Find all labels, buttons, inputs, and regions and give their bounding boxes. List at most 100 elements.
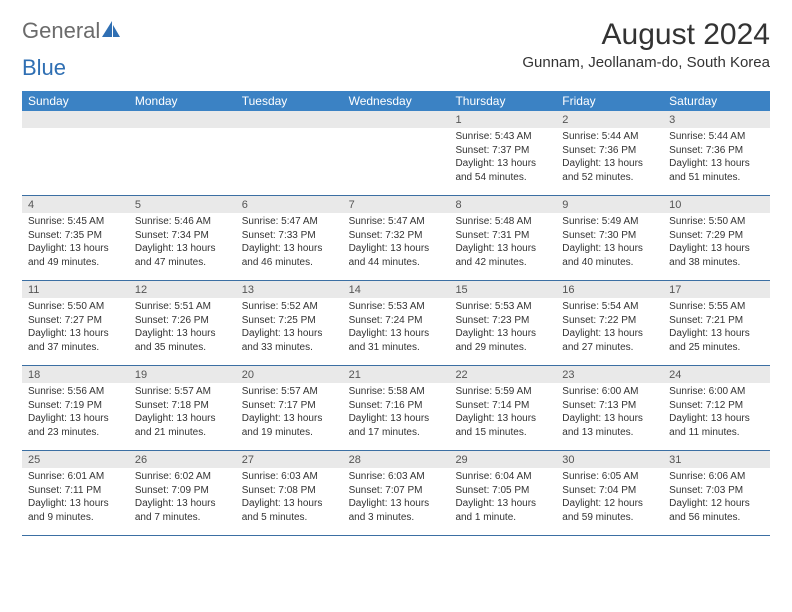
sunrise-text: Sunrise: 5:50 AM <box>28 300 123 314</box>
day-body: Sunrise: 5:43 AMSunset: 7:37 PMDaylight:… <box>449 128 556 188</box>
day-body: Sunrise: 6:05 AMSunset: 7:04 PMDaylight:… <box>556 468 663 528</box>
day-cell: 12Sunrise: 5:51 AMSunset: 7:26 PMDayligh… <box>129 281 236 365</box>
day-number <box>22 111 129 128</box>
day-number: 9 <box>556 196 663 213</box>
sunrise-text: Sunrise: 5:57 AM <box>135 385 230 399</box>
weekday-header: Saturday <box>663 91 770 111</box>
day-cell: 23Sunrise: 6:00 AMSunset: 7:13 PMDayligh… <box>556 366 663 450</box>
day-cell: 25Sunrise: 6:01 AMSunset: 7:11 PMDayligh… <box>22 451 129 535</box>
sunrise-text: Sunrise: 5:58 AM <box>349 385 444 399</box>
day-cell: 28Sunrise: 6:03 AMSunset: 7:07 PMDayligh… <box>343 451 450 535</box>
day-number: 15 <box>449 281 556 298</box>
day-number: 23 <box>556 366 663 383</box>
day-number: 2 <box>556 111 663 128</box>
day-cell: 31Sunrise: 6:06 AMSunset: 7:03 PMDayligh… <box>663 451 770 535</box>
day-cell: 4Sunrise: 5:45 AMSunset: 7:35 PMDaylight… <box>22 196 129 280</box>
daylight-text: Daylight: 13 hours and 7 minutes. <box>135 497 230 524</box>
day-number: 5 <box>129 196 236 213</box>
sunset-text: Sunset: 7:13 PM <box>562 399 657 413</box>
sunset-text: Sunset: 7:26 PM <box>135 314 230 328</box>
sunset-text: Sunset: 7:32 PM <box>349 229 444 243</box>
sunrise-text: Sunrise: 5:45 AM <box>28 215 123 229</box>
day-number: 12 <box>129 281 236 298</box>
day-cell: 15Sunrise: 5:53 AMSunset: 7:23 PMDayligh… <box>449 281 556 365</box>
day-cell: 17Sunrise: 5:55 AMSunset: 7:21 PMDayligh… <box>663 281 770 365</box>
day-body: Sunrise: 5:55 AMSunset: 7:21 PMDaylight:… <box>663 298 770 358</box>
sunrise-text: Sunrise: 5:46 AM <box>135 215 230 229</box>
sunrise-text: Sunrise: 6:00 AM <box>562 385 657 399</box>
day-number: 31 <box>663 451 770 468</box>
day-number: 6 <box>236 196 343 213</box>
day-body: Sunrise: 5:45 AMSunset: 7:35 PMDaylight:… <box>22 213 129 273</box>
day-cell: 30Sunrise: 6:05 AMSunset: 7:04 PMDayligh… <box>556 451 663 535</box>
sunset-text: Sunset: 7:08 PM <box>242 484 337 498</box>
day-number: 30 <box>556 451 663 468</box>
day-cell: 21Sunrise: 5:58 AMSunset: 7:16 PMDayligh… <box>343 366 450 450</box>
calendar: Sunday Monday Tuesday Wednesday Thursday… <box>22 91 770 536</box>
logo-sail-icon <box>100 19 122 44</box>
sunrise-text: Sunrise: 6:03 AM <box>349 470 444 484</box>
day-cell: 8Sunrise: 5:48 AMSunset: 7:31 PMDaylight… <box>449 196 556 280</box>
daylight-text: Daylight: 12 hours and 56 minutes. <box>669 497 764 524</box>
day-body <box>236 128 343 134</box>
day-body: Sunrise: 5:53 AMSunset: 7:23 PMDaylight:… <box>449 298 556 358</box>
day-body: Sunrise: 6:06 AMSunset: 7:03 PMDaylight:… <box>663 468 770 528</box>
daylight-text: Daylight: 13 hours and 46 minutes. <box>242 242 337 269</box>
day-body: Sunrise: 5:50 AMSunset: 7:27 PMDaylight:… <box>22 298 129 358</box>
sunset-text: Sunset: 7:11 PM <box>28 484 123 498</box>
day-number: 25 <box>22 451 129 468</box>
day-body: Sunrise: 5:52 AMSunset: 7:25 PMDaylight:… <box>236 298 343 358</box>
sunset-text: Sunset: 7:19 PM <box>28 399 123 413</box>
weekday-header-row: Sunday Monday Tuesday Wednesday Thursday… <box>22 91 770 111</box>
weekday-header: Thursday <box>449 91 556 111</box>
day-cell: 6Sunrise: 5:47 AMSunset: 7:33 PMDaylight… <box>236 196 343 280</box>
daylight-text: Daylight: 13 hours and 31 minutes. <box>349 327 444 354</box>
day-number: 18 <box>22 366 129 383</box>
day-number <box>343 111 450 128</box>
sunset-text: Sunset: 7:07 PM <box>349 484 444 498</box>
daylight-text: Daylight: 13 hours and 44 minutes. <box>349 242 444 269</box>
weekday-header: Monday <box>129 91 236 111</box>
day-cell: 5Sunrise: 5:46 AMSunset: 7:34 PMDaylight… <box>129 196 236 280</box>
day-number <box>236 111 343 128</box>
title-block: August 2024 Gunnam, Jeollanam-do, South … <box>522 18 770 71</box>
day-body: Sunrise: 5:48 AMSunset: 7:31 PMDaylight:… <box>449 213 556 273</box>
sunset-text: Sunset: 7:31 PM <box>455 229 550 243</box>
weeks-container: 1Sunrise: 5:43 AMSunset: 7:37 PMDaylight… <box>22 111 770 536</box>
day-cell: 19Sunrise: 5:57 AMSunset: 7:18 PMDayligh… <box>129 366 236 450</box>
day-cell: 2Sunrise: 5:44 AMSunset: 7:36 PMDaylight… <box>556 111 663 195</box>
day-cell: 9Sunrise: 5:49 AMSunset: 7:30 PMDaylight… <box>556 196 663 280</box>
weekday-header: Sunday <box>22 91 129 111</box>
day-number: 10 <box>663 196 770 213</box>
day-body: Sunrise: 5:56 AMSunset: 7:19 PMDaylight:… <box>22 383 129 443</box>
day-cell: 3Sunrise: 5:44 AMSunset: 7:36 PMDaylight… <box>663 111 770 195</box>
sunrise-text: Sunrise: 5:47 AM <box>349 215 444 229</box>
day-body: Sunrise: 5:51 AMSunset: 7:26 PMDaylight:… <box>129 298 236 358</box>
day-cell: 18Sunrise: 5:56 AMSunset: 7:19 PMDayligh… <box>22 366 129 450</box>
sunrise-text: Sunrise: 5:43 AM <box>455 130 550 144</box>
day-body: Sunrise: 5:49 AMSunset: 7:30 PMDaylight:… <box>556 213 663 273</box>
day-number: 17 <box>663 281 770 298</box>
daylight-text: Daylight: 12 hours and 59 minutes. <box>562 497 657 524</box>
day-body: Sunrise: 6:00 AMSunset: 7:13 PMDaylight:… <box>556 383 663 443</box>
day-cell <box>343 111 450 195</box>
sunset-text: Sunset: 7:30 PM <box>562 229 657 243</box>
sunset-text: Sunset: 7:36 PM <box>562 144 657 158</box>
sunset-text: Sunset: 7:36 PM <box>669 144 764 158</box>
day-body: Sunrise: 5:46 AMSunset: 7:34 PMDaylight:… <box>129 213 236 273</box>
sunset-text: Sunset: 7:24 PM <box>349 314 444 328</box>
daylight-text: Daylight: 13 hours and 27 minutes. <box>562 327 657 354</box>
sunset-text: Sunset: 7:35 PM <box>28 229 123 243</box>
day-number: 28 <box>343 451 450 468</box>
sunrise-text: Sunrise: 6:06 AM <box>669 470 764 484</box>
day-cell: 13Sunrise: 5:52 AMSunset: 7:25 PMDayligh… <box>236 281 343 365</box>
logo-text-blue: Blue <box>22 55 66 81</box>
day-cell: 29Sunrise: 6:04 AMSunset: 7:05 PMDayligh… <box>449 451 556 535</box>
sunset-text: Sunset: 7:17 PM <box>242 399 337 413</box>
daylight-text: Daylight: 13 hours and 42 minutes. <box>455 242 550 269</box>
day-body: Sunrise: 5:44 AMSunset: 7:36 PMDaylight:… <box>556 128 663 188</box>
sunset-text: Sunset: 7:04 PM <box>562 484 657 498</box>
sunrise-text: Sunrise: 5:47 AM <box>242 215 337 229</box>
sunrise-text: Sunrise: 5:55 AM <box>669 300 764 314</box>
daylight-text: Daylight: 13 hours and 49 minutes. <box>28 242 123 269</box>
